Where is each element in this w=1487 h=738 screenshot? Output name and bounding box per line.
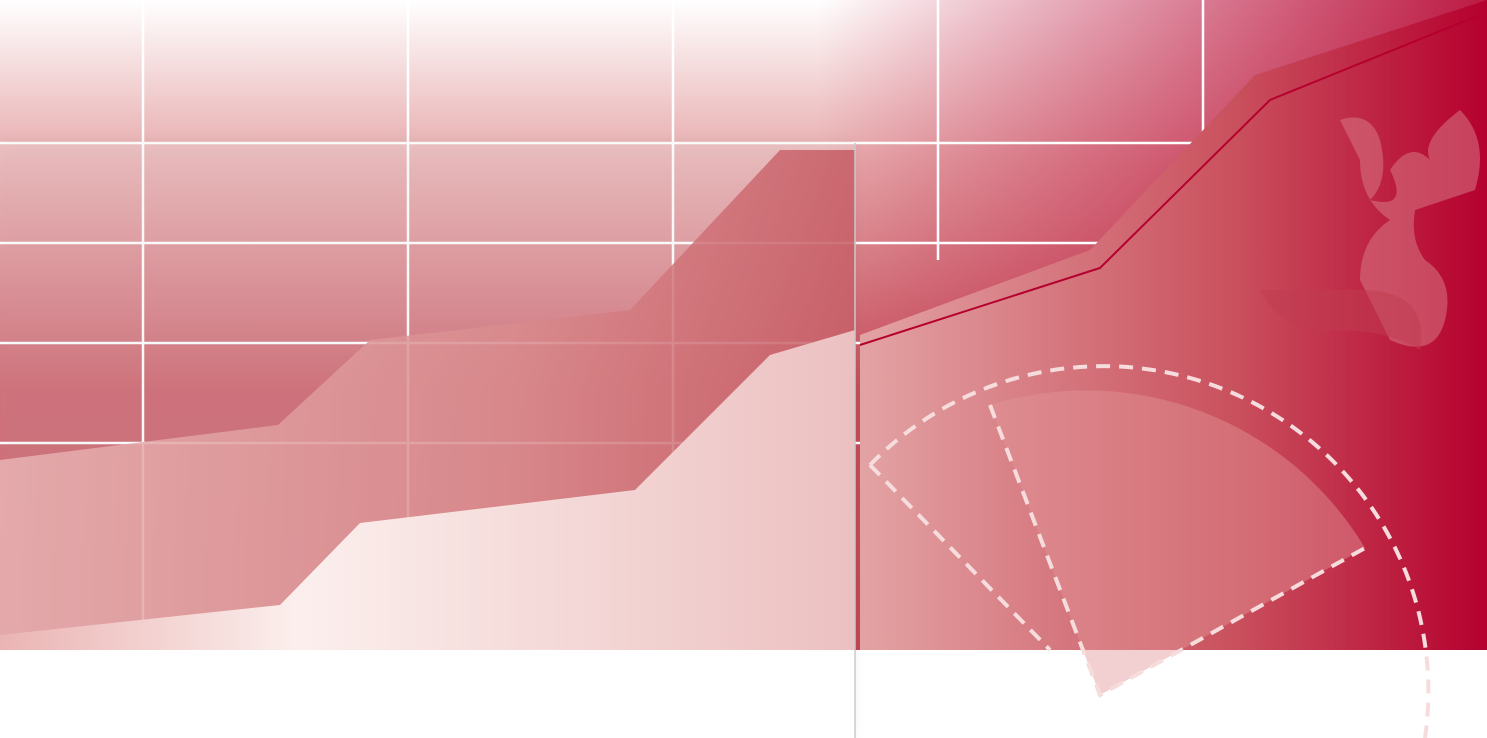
sector bbox=[990, 390, 1365, 695]
panel-footer bbox=[0, 650, 855, 738]
panel-area-light bbox=[0, 330, 855, 650]
trend-line bbox=[859, 11, 1487, 346]
right-area bbox=[860, 0, 1487, 650]
dashed-arc bbox=[868, 364, 1431, 738]
emblem bbox=[1340, 110, 1480, 347]
emblem-part bbox=[1260, 290, 1422, 350]
